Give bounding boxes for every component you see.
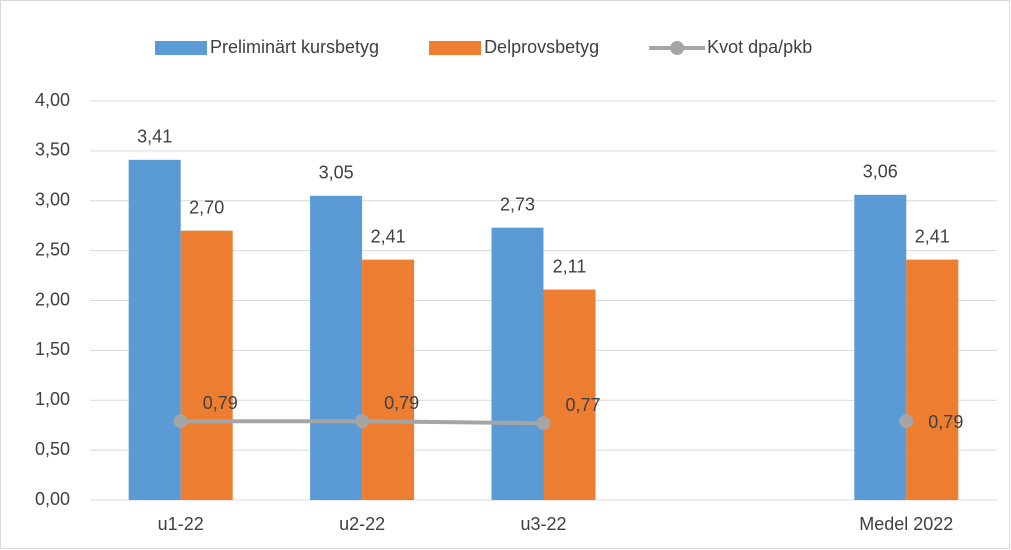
y-tick-label: 3,00 [35,190,70,210]
data-label: 3,06 [863,162,898,182]
data-label: 2,41 [371,226,406,246]
line-marker [536,416,551,431]
legend-swatch [429,41,482,55]
data-label: 3,05 [319,163,354,183]
line-marker [355,414,370,429]
line-marker [899,414,914,429]
bar [906,259,959,500]
data-label: 0,79 [203,393,238,413]
bar [180,230,233,501]
y-tick-label: 0,50 [35,439,70,459]
y-tick-label: 1,50 [35,339,70,359]
y-tick-label: 3,50 [35,140,70,160]
bar [543,289,596,500]
legend-swatch-marker [670,41,685,55]
data-label: 2,11 [553,256,587,276]
legend-label: Kvot dpa/pkb [707,37,812,57]
y-tick-label: 4,00 [35,90,70,110]
x-tick-label: u2-22 [339,514,385,534]
legend-swatch [155,41,207,55]
data-label: 0,79 [384,393,419,413]
data-label: 0,77 [566,395,601,415]
data-label: 3,41 [137,127,172,147]
data-label: 2,70 [189,197,224,217]
bar [362,259,415,500]
data-label: 2,73 [500,194,535,214]
x-tick-label: Medel 2022 [859,514,953,534]
legend-label: Preliminärt kursbetyg [210,37,379,57]
bar [128,159,181,501]
bar [854,194,907,500]
bar [491,227,544,500]
y-tick-label: 1,00 [35,389,70,409]
bar [310,195,363,500]
data-label: 2,41 [915,226,950,246]
y-tick-label: 2,00 [35,289,70,309]
y-tick-label: 2,50 [35,239,70,259]
line-marker [173,414,188,429]
data-label: 0,79 [928,412,963,432]
x-tick-label: u3-22 [520,514,566,534]
legend-label: Delprovsbetyg [484,37,599,57]
x-tick-label: u1-22 [158,514,204,534]
y-tick-label: 0,00 [35,489,70,509]
